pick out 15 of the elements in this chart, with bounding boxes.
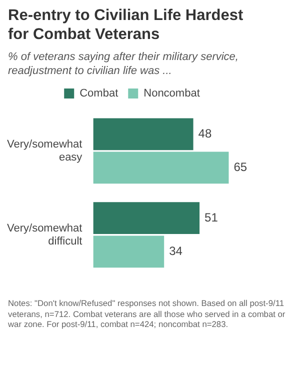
data-label: 48 bbox=[198, 126, 212, 140]
data-label: 51 bbox=[204, 210, 218, 224]
text: Notes: "Don't know/Refused" responses not shown. Based on all post-9/11 veterans, n=712. Combat veterans are all those who served in a combat or war zone. For post-9/11, combat n=424; noncombat n=283. bbox=[8, 298, 286, 330]
bar bbox=[93, 118, 194, 150]
chart-title: Re-entry to Civilian Life Hardest for Combat Veterans bbox=[8, 6, 244, 44]
legend-label: Combat bbox=[80, 88, 118, 100]
chart-subtitle: % of veterans saying after their military service, readjustment to civilian life was ... bbox=[8, 50, 240, 78]
bar bbox=[93, 152, 229, 184]
bar bbox=[93, 236, 164, 268]
data-label: 65 bbox=[234, 160, 248, 174]
data-label: 34 bbox=[169, 244, 183, 258]
legend-label: Noncombat bbox=[144, 88, 200, 100]
y-tick-label: Very/somewhat easy bbox=[7, 138, 83, 164]
bar bbox=[93, 202, 200, 234]
y-tick-label: Very/somewhat difficult bbox=[7, 222, 82, 248]
